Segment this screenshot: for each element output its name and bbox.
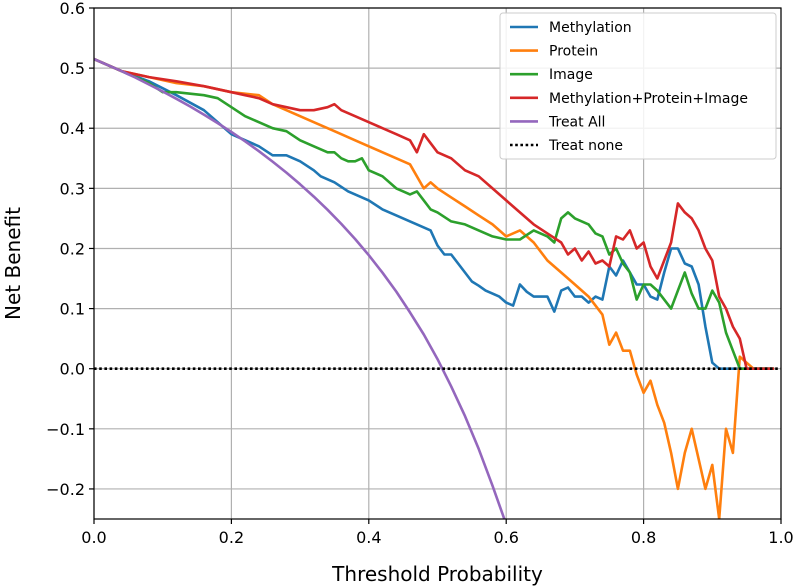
- legend-label: Methylation+Protein+Image: [549, 91, 748, 107]
- x-tick-label: 0.0: [81, 528, 106, 547]
- x-tick-label: 1.0: [768, 528, 793, 547]
- y-tick-label: 0.0: [60, 360, 85, 379]
- x-tick-label: 0.4: [356, 528, 381, 547]
- y-tick-label: 0.6: [60, 0, 85, 18]
- axis-ticks: 0.0 0.2 0.4 0.6 0.8 1.0 −0.2 −0.1 0.0 0.1 0.2 0.3 0.…: [46, 0, 794, 547]
- y-tick-label: 0.1: [60, 300, 85, 319]
- legend-label: Image: [549, 67, 593, 83]
- y-tick-label: 0.4: [60, 119, 85, 138]
- legend-label: Methylation: [549, 20, 632, 36]
- series-lines: [94, 57, 781, 519]
- y-tick-label: 0.3: [60, 179, 85, 198]
- series-line-protein: [94, 57, 775, 519]
- x-tick-label: 0.2: [219, 528, 244, 547]
- plot-frame: [93, 7, 782, 520]
- y-tick-label: −0.2: [46, 480, 85, 499]
- x-tick-label: 0.6: [493, 528, 518, 547]
- legend-label: Treat none: [548, 138, 623, 154]
- y-tick-label: 0.2: [60, 239, 85, 258]
- x-tick-label: 0.8: [631, 528, 656, 547]
- legend-box: [499, 12, 777, 160]
- series-line-methylation-protein-image: [94, 57, 775, 371]
- y-axis-label: Net Benefit: [1, 207, 25, 320]
- legend: Methylation Protein Image Methylation+Prote…: [499, 12, 777, 160]
- series-line-methylation: [94, 57, 775, 371]
- legend-label: Protein: [549, 44, 598, 60]
- y-tick-label: −0.1: [46, 420, 85, 439]
- x-axis-label: Threshold Probability: [331, 562, 543, 586]
- y-tick-label: 0.5: [60, 59, 85, 78]
- series-line-image: [94, 57, 775, 371]
- series-line-treat-all: [94, 57, 506, 519]
- legend-label: Treat All: [548, 114, 605, 130]
